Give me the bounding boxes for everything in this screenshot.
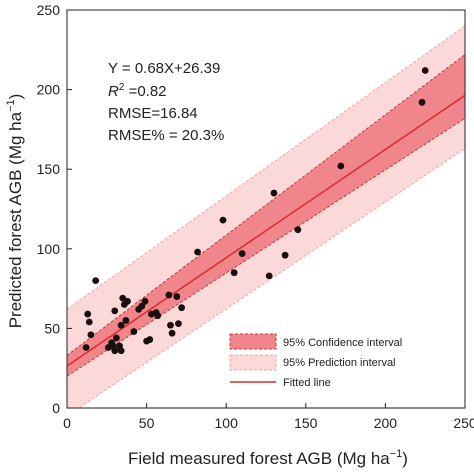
data-point-39 xyxy=(270,189,278,197)
data-point-10 xyxy=(111,307,119,315)
plot-frame xyxy=(66,9,466,409)
data-point-44 xyxy=(421,67,429,74)
x-axis-label-superscript: −1 xyxy=(390,448,403,460)
data-point-3 xyxy=(85,318,93,326)
rmse-text: RMSE=16.84 xyxy=(108,105,198,122)
data-point-27 xyxy=(154,312,162,320)
y-tick-label: 150 xyxy=(37,161,61,177)
y-tick-label: 0 xyxy=(52,400,60,416)
data-point-41 xyxy=(294,226,302,234)
y-axis-label-main: Predicted forest AGB (Mg ha xyxy=(6,111,25,328)
rmse-percent-text: RMSE% = 20.3% xyxy=(108,127,224,144)
x-tick-label: 200 xyxy=(374,415,398,431)
y-tick-label: 100 xyxy=(37,241,61,257)
confidence-interval-band xyxy=(67,54,465,377)
data-point-34 xyxy=(194,248,201,256)
x-tick-label: 0 xyxy=(63,415,71,431)
data-point-22 xyxy=(141,297,149,305)
data-point-30 xyxy=(168,329,176,337)
x-tick-label: 100 xyxy=(215,415,239,431)
r-squared-value: =0.82 xyxy=(124,83,166,100)
r-squared-symbol: R xyxy=(108,83,119,100)
data-point-13 xyxy=(117,347,125,355)
y-tick-label: 250 xyxy=(37,2,61,18)
x-axis-label-main: Field measured forest AGB (Mg ha xyxy=(128,449,390,468)
data-point-21 xyxy=(138,302,146,310)
y-axis-label: Predicted forest AGB (Mg ha−1) xyxy=(5,94,25,329)
y-axis-label-end: ) xyxy=(6,94,25,100)
confidence-lower-bound xyxy=(67,117,465,377)
y-tick-label: 50 xyxy=(44,320,60,336)
x-tick-label: 150 xyxy=(294,415,318,431)
data-point-14 xyxy=(117,321,125,329)
x-tick-label: 250 xyxy=(453,415,474,431)
x-tick-label: 50 xyxy=(139,415,155,431)
data-point-17 xyxy=(122,317,130,324)
y-tick-label: 200 xyxy=(37,82,61,98)
data-point-9 xyxy=(111,347,119,355)
data-point-5 xyxy=(92,277,100,285)
data-point-2 xyxy=(84,310,92,318)
fitted-line xyxy=(67,94,465,367)
data-point-28 xyxy=(165,291,173,299)
x-axis-label-end: ) xyxy=(402,449,408,468)
confidence-upper-bound xyxy=(67,54,465,356)
data-point-40 xyxy=(281,251,289,259)
data-point-11 xyxy=(112,334,120,342)
legend-fitted-line-label: Fitted line xyxy=(283,377,331,389)
data-point-35 xyxy=(219,216,227,224)
r-squared-superscript: 2 xyxy=(119,82,125,93)
data-point-29 xyxy=(167,321,174,329)
data-point-15 xyxy=(119,294,127,302)
data-point-36 xyxy=(230,269,238,277)
regression-stats: Y = 0.68X+26.39 R2 =0.82 RMSE=16.84 RMSE… xyxy=(108,60,224,144)
data-point-33 xyxy=(178,304,186,312)
data-point-31 xyxy=(173,293,181,300)
legend-prediction-label: 95% Prediction interval xyxy=(283,357,396,369)
legend-prediction-swatch xyxy=(229,354,277,371)
legend-confidence-swatch xyxy=(229,333,277,350)
data-point-1 xyxy=(82,344,90,351)
data-point-4 xyxy=(87,331,95,339)
data-point-43 xyxy=(418,98,426,106)
r-squared-text: R2 =0.82 xyxy=(108,82,167,100)
data-point-32 xyxy=(175,320,182,328)
data-point-18 xyxy=(124,297,131,305)
data-points xyxy=(82,67,429,355)
data-point-37 xyxy=(238,250,246,257)
axis-ticks: 0 50 100 150 200 250 0 50 100 150 200 250 xyxy=(37,2,474,431)
data-point-19 xyxy=(130,328,138,335)
legend: 95% Confidence interval 95% Prediction i… xyxy=(229,333,402,389)
legend-confidence-label: 95% Confidence interval xyxy=(283,337,402,349)
y-axis-label-superscript: −1 xyxy=(5,99,17,112)
data-point-42 xyxy=(337,162,345,170)
equation-text: Y = 0.68X+26.39 xyxy=(108,60,220,77)
x-axis-label: Field measured forest AGB (Mg ha−1) xyxy=(128,448,408,468)
data-point-38 xyxy=(265,272,273,280)
data-point-24 xyxy=(146,336,154,343)
prediction-upper-bound xyxy=(67,25,465,310)
